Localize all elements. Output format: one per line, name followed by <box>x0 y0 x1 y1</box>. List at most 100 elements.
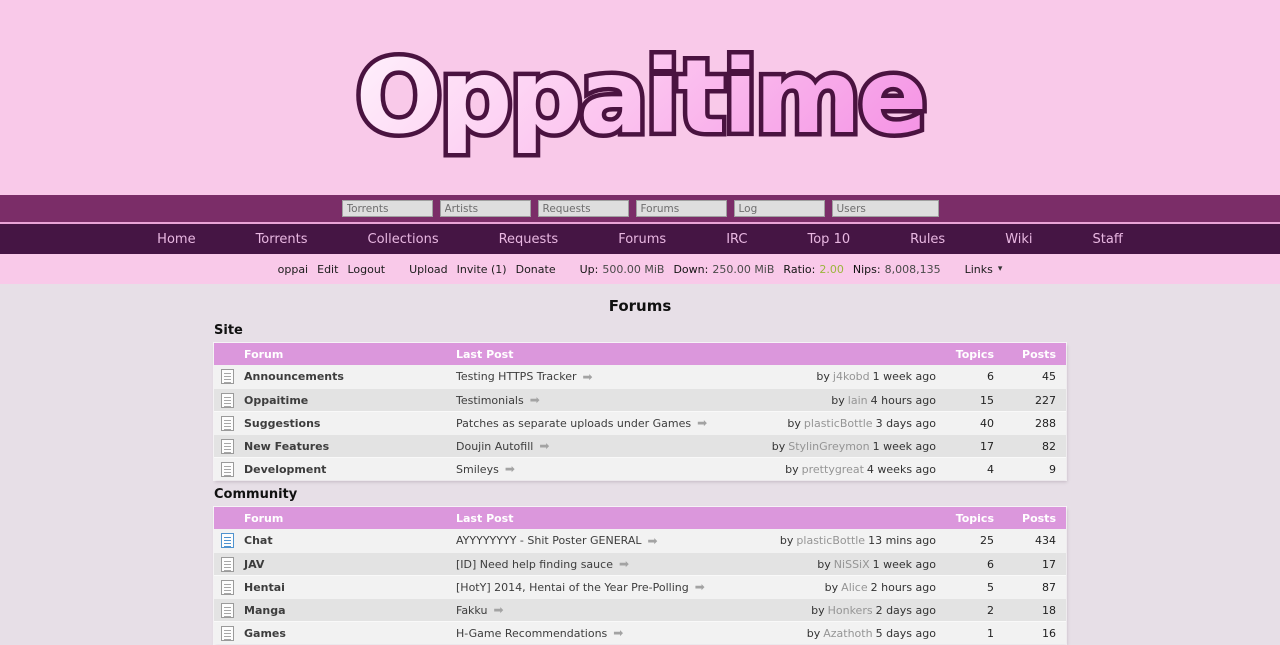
up-label: Up: <box>579 262 599 276</box>
by-label: by <box>831 393 845 407</box>
forum-column-header: Forum <box>244 511 284 525</box>
last-post-link[interactable]: [HotY] 2014, Hentai of the Year Pre-Poll… <box>456 580 689 594</box>
forum-link[interactable]: New Features <box>244 439 330 453</box>
forum-read-status-icon <box>220 461 234 477</box>
topics-count: 6 <box>987 557 994 571</box>
forum-read-status-icon <box>220 369 234 384</box>
donate-link[interactable]: Donate <box>515 262 556 276</box>
upload-link[interactable]: Upload <box>409 262 448 276</box>
username-link[interactable]: oppai <box>277 262 309 276</box>
nav-home[interactable]: Home <box>157 231 196 247</box>
torrents-search-input[interactable] <box>341 200 433 217</box>
forum-read-status-icon <box>220 415 234 431</box>
topics-count: 1 <box>987 626 994 640</box>
last-post-time: 1 week ago <box>872 370 936 383</box>
nav-forums[interactable]: Forums <box>618 231 667 247</box>
topics-count: 5 <box>987 580 994 594</box>
jump-to-post-icon[interactable]: ➡ <box>539 439 550 453</box>
last-poster-link[interactable]: lain <box>847 393 868 407</box>
jump-to-post-icon[interactable]: ➡ <box>529 393 540 407</box>
last-poster-link[interactable]: prettygreat <box>801 462 864 476</box>
last-poster-link[interactable]: NiSSiX <box>833 557 870 571</box>
last-post-time: 4 hours ago <box>870 393 936 407</box>
by-label: by <box>816 370 830 383</box>
forum-link[interactable]: Announcements <box>244 370 344 383</box>
nav-torrents[interactable]: Torrents <box>255 231 308 247</box>
jump-to-post-icon[interactable]: ➡ <box>697 416 708 430</box>
requests-search-input[interactable] <box>537 200 629 217</box>
topics-count: 4 <box>987 462 994 476</box>
ratio-stat: Ratio: 2.00 <box>783 263 843 276</box>
users-search-input[interactable] <box>831 200 939 217</box>
forums-search-input[interactable] <box>635 200 727 217</box>
jump-to-post-icon[interactable]: ➡ <box>618 557 630 571</box>
forum-row-announcements: Announcements Testing HTTPS Tracker ➡ by… <box>214 365 1066 388</box>
download-stat: Down: 250.00 MiB <box>673 263 774 276</box>
last-post-link[interactable]: AYYYYYYYY - Shit Poster GENERAL <box>456 534 642 547</box>
nav-irc[interactable]: IRC <box>726 231 748 247</box>
forum-row-hentai: Hentai [HotY] 2014, Hentai of the Year P… <box>214 575 1066 598</box>
last-post-link[interactable]: Testing HTTPS Tracker <box>456 370 577 383</box>
invite-link[interactable]: Invite (1) <box>456 262 507 276</box>
edit-profile-link[interactable]: Edit <box>317 262 339 276</box>
nav-top10[interactable]: Top 10 <box>807 231 851 247</box>
nav-staff[interactable]: Staff <box>1092 231 1123 247</box>
links-dropdown[interactable]: Links ▾ <box>965 263 1003 276</box>
nips-value: 8,008,135 <box>884 262 941 276</box>
posts-column-header: Posts <box>1022 347 1056 361</box>
last-post-column-header: Last Post <box>456 347 514 361</box>
last-post-link[interactable]: Testimonials <box>456 393 524 407</box>
community-forum-table: Forum Last Post Topics Posts Chat AYYYYY… <box>214 507 1066 644</box>
forum-row-suggestions: Suggestions Patches as separate uploads … <box>214 411 1066 434</box>
jump-to-post-icon[interactable]: ➡ <box>613 626 624 640</box>
main-nav: Home Torrents Collections Requests Forum… <box>0 224 1280 254</box>
forum-link[interactable]: Oppaitime <box>244 393 309 407</box>
jump-to-post-icon[interactable]: ➡ <box>493 603 504 617</box>
nav-requests[interactable]: Requests <box>498 231 559 247</box>
last-poster-link[interactable]: plasticBottle <box>796 534 866 547</box>
nav-wiki[interactable]: Wiki <box>1005 231 1033 247</box>
last-poster-link[interactable]: Alice <box>841 580 868 594</box>
by-label: by <box>806 626 821 640</box>
jump-to-post-icon[interactable]: ➡ <box>504 462 515 476</box>
forum-link[interactable]: Games <box>244 626 286 640</box>
forum-link[interactable]: Chat <box>244 534 273 547</box>
last-post-time: 1 week ago <box>872 557 936 571</box>
forum-link[interactable]: Development <box>244 462 327 476</box>
last-post-link[interactable]: Smileys <box>456 462 499 476</box>
nav-collections[interactable]: Collections <box>367 231 439 247</box>
last-poster-link[interactable]: Azathoth <box>823 626 873 640</box>
jump-to-post-icon[interactable]: ➡ <box>647 534 658 547</box>
posts-count: 227 <box>1035 393 1056 407</box>
forum-link[interactable]: Hentai <box>244 580 285 594</box>
last-post-column-header: Last Post <box>456 511 514 525</box>
forum-link[interactable]: Suggestions <box>244 416 321 430</box>
last-post-link[interactable]: Fakku <box>456 603 488 617</box>
last-poster-link[interactable]: j4kobd <box>832 370 870 383</box>
jump-to-post-icon[interactable]: ➡ <box>582 370 593 383</box>
last-post-link[interactable]: Patches as separate uploads under Games <box>456 416 692 430</box>
last-post-link[interactable]: [ID] Need help finding sauce <box>456 557 613 571</box>
last-poster-link[interactable]: Honkers <box>827 603 873 617</box>
site-logo[interactable]: Oppaitime Oppaitime <box>351 42 932 153</box>
last-poster-link[interactable]: StylinGreymon <box>788 439 870 453</box>
jump-to-post-icon[interactable]: ➡ <box>694 580 705 594</box>
by-label: by <box>779 534 794 547</box>
nav-rules[interactable]: Rules <box>910 231 946 247</box>
forum-link[interactable]: JAV <box>244 557 265 571</box>
by-label: by <box>817 557 831 571</box>
artists-search-input[interactable] <box>439 200 531 217</box>
logo-text-outline: Oppaitime <box>351 42 932 153</box>
last-post-link[interactable]: Doujin Autofill <box>456 439 534 453</box>
last-post-link[interactable]: H-Game Recommendations <box>456 626 608 640</box>
topics-column-header: Topics <box>955 347 994 361</box>
search-strip <box>0 195 1280 224</box>
log-search-input[interactable] <box>733 200 825 217</box>
forum-link[interactable]: Manga <box>244 603 286 617</box>
last-poster-link[interactable]: plasticBottle <box>803 416 873 430</box>
last-post-time: 4 weeks ago <box>866 462 936 476</box>
posts-column-header: Posts <box>1022 511 1056 525</box>
topics-count: 15 <box>980 393 994 407</box>
logout-link[interactable]: Logout <box>347 262 386 276</box>
forum-row-games: Games H-Game Recommendations ➡ by Azathot… <box>214 621 1066 644</box>
